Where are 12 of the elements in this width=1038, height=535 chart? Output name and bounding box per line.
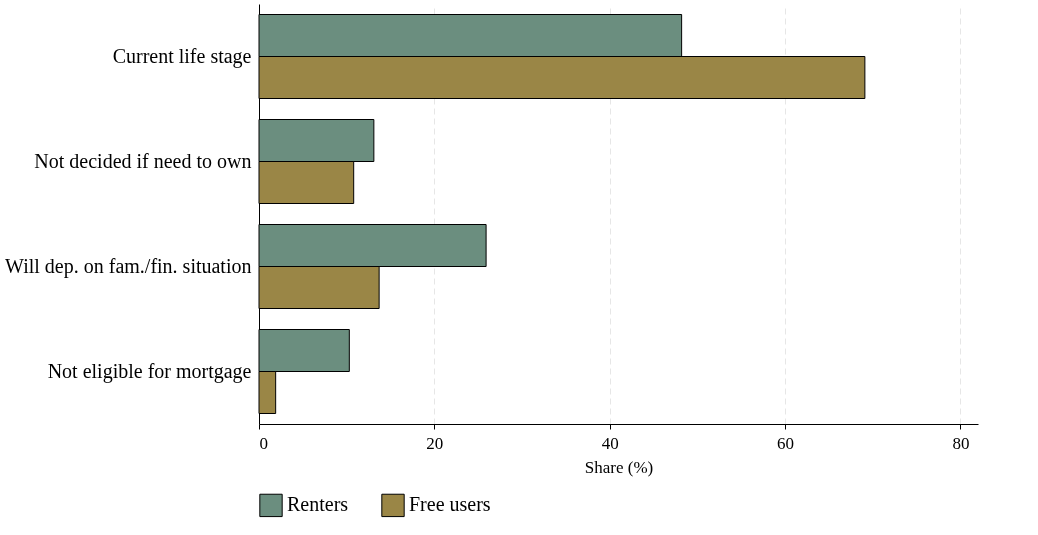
x-tick-label: 60 (777, 433, 795, 453)
x-tick-label: 80 (952, 433, 970, 453)
x-tick-label: 40 (601, 433, 619, 453)
x-axis-title: Share (%) (584, 457, 654, 477)
legend-label: Free users (409, 493, 491, 516)
x-tick-label: 20 (426, 433, 444, 453)
y-tick-label: Will dep. on fam./fin. situation (5, 254, 252, 278)
y-tick-label: Current life stage (112, 44, 252, 68)
y-tick-label: Not decided if need to own (34, 149, 252, 172)
legend-label: Renters (287, 493, 349, 516)
x-tick-label: 0 (259, 433, 268, 453)
y-tick-label: Not eligible for mortgage (47, 359, 252, 383)
